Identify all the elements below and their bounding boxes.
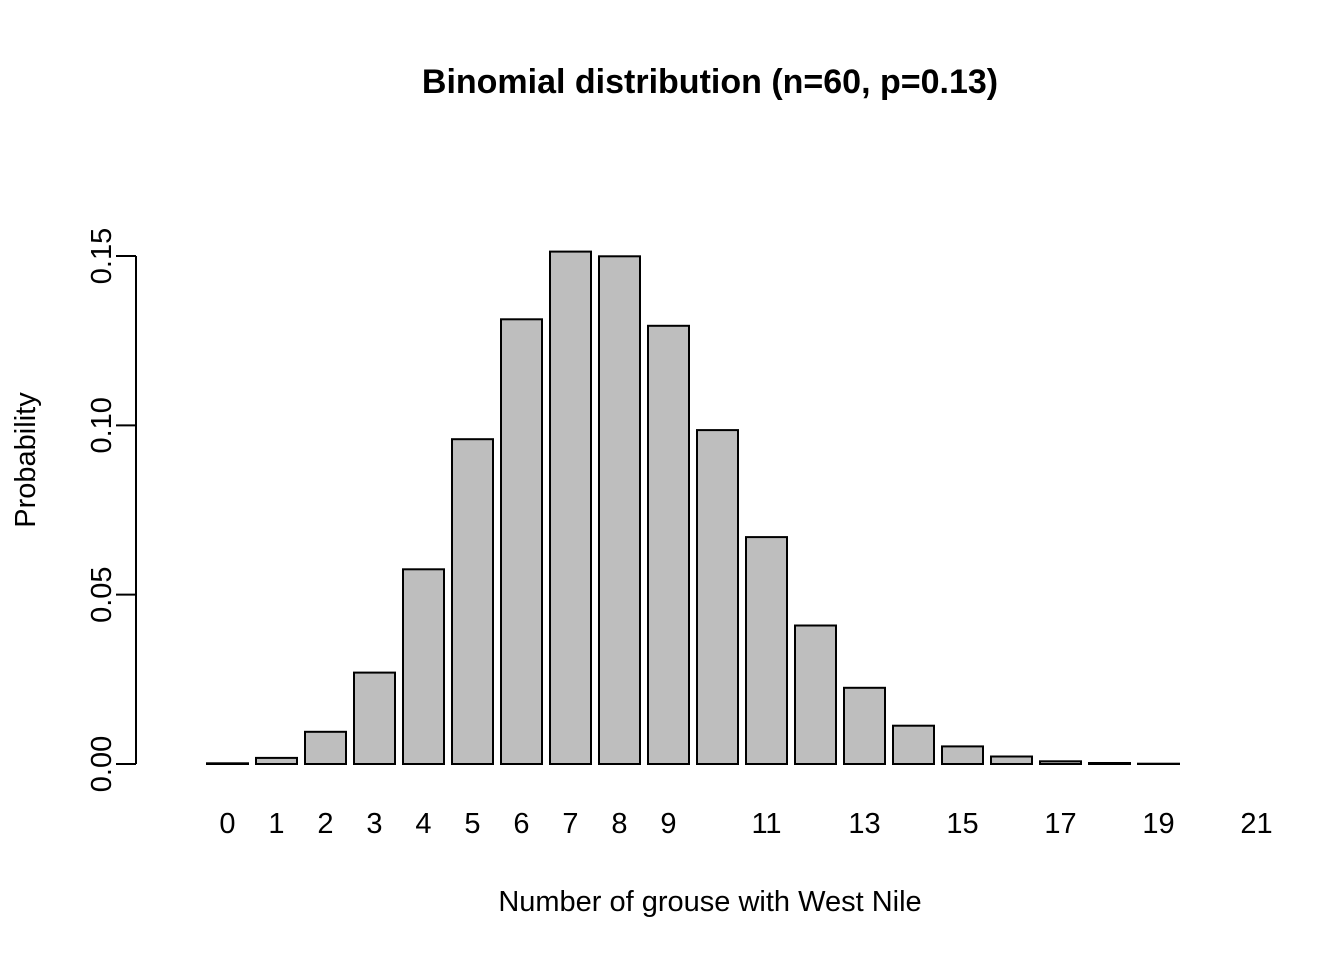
bar-4 [403,569,444,764]
x-tick-label: 19 [1142,808,1174,840]
x-tick-label: 6 [513,808,529,840]
bar-13 [844,688,885,764]
bar-11 [746,537,787,764]
x-tick-label: 5 [464,808,480,840]
bar-17 [1040,761,1081,764]
bar-7 [550,252,591,764]
bar-3 [354,673,395,764]
x-tick-label: 3 [366,808,382,840]
x-tick-label: 17 [1044,808,1076,840]
x-tick-label: 1 [268,808,284,840]
bar-5 [452,439,493,764]
x-tick-label: 2 [317,808,333,840]
bar-15 [942,746,983,764]
y-axis-label: Probability [10,392,42,528]
x-tick-label: 9 [660,808,676,840]
x-tick-label: 13 [848,808,880,840]
bar-18 [1089,763,1130,764]
x-tick-label: 0 [219,808,235,840]
bar-6 [501,319,542,764]
bar-8 [599,256,640,764]
x-tick-label: 4 [415,808,431,840]
chart-title: Binomial distribution (n=60, p=0.13) [422,63,998,101]
y-tick-label: 0.10 [86,397,118,453]
x-tick-label: 11 [751,808,781,840]
bar-0 [207,763,248,764]
bar-12 [795,626,836,765]
bar-16 [991,757,1032,765]
bar-2 [305,732,346,764]
y-tick-label: 0.15 [86,228,118,284]
bar-1 [256,758,297,764]
bar-9 [648,326,689,764]
x-axis-label: Number of grouse with West Nile [498,886,921,918]
x-tick-label: 7 [562,808,578,840]
bar-14 [893,726,934,764]
x-tick-label: 21 [1240,808,1272,840]
bar-10 [697,430,738,764]
x-tick-label: 15 [946,808,978,840]
y-tick-label: 0.00 [86,736,118,792]
x-tick-label: 8 [611,808,627,840]
y-tick-label: 0.05 [86,566,118,622]
